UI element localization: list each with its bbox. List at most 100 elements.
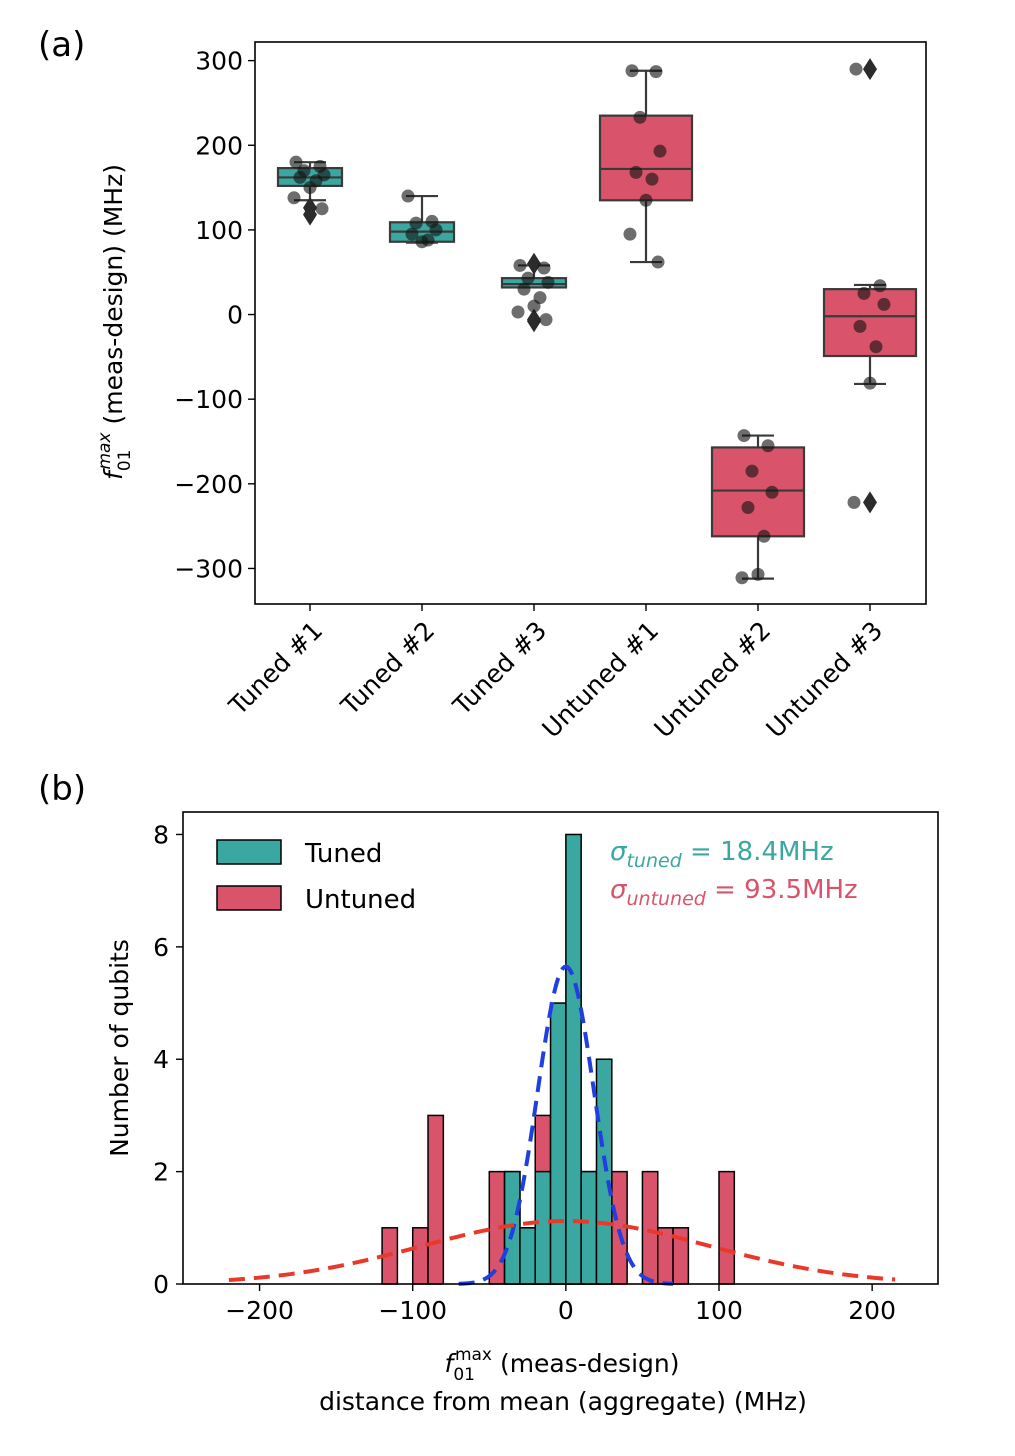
data-point — [869, 340, 883, 354]
outlier-marker — [303, 196, 317, 219]
data-point — [761, 439, 775, 453]
box-tuned-3 — [500, 252, 568, 333]
x-tick-label: Tuned #2 — [335, 616, 441, 722]
y-tick-label: 300 — [195, 47, 243, 76]
box-iqr — [710, 446, 806, 538]
x-tick-label: 200 — [848, 1296, 896, 1325]
legend-swatch-tuned — [216, 839, 282, 865]
panel-b-frame — [182, 811, 939, 1285]
data-point — [293, 170, 307, 184]
panel-b-label: (b) — [38, 769, 86, 809]
data-point — [877, 297, 891, 311]
y-tick-label: 100 — [195, 216, 243, 245]
data-point — [429, 223, 443, 237]
panel-a-y-axis-label: f01max (meas-design) (MHz) — [95, 164, 135, 480]
data-point — [649, 65, 663, 79]
sigma-untuned-annotation: σuntuned = 93.5MHz — [610, 875, 858, 910]
panel-b-x-axis-label: f01max (meas-design) — [445, 1345, 680, 1385]
y-tick-label: 2 — [153, 1158, 169, 1187]
outlier-marker — [863, 491, 877, 514]
panel-b-histogram: 0 2 4 6 8 −200 −100 0 100 200 Tuned Untuned σtun… — [105, 811, 939, 1416]
data-point — [737, 429, 751, 443]
y-tick-label: −300 — [174, 554, 243, 583]
sigma-tuned-annotation: σtuned = 18.4MHz — [610, 837, 834, 872]
panel-a-y-ticks: 300 200 100 0 −100 −200 −300 — [174, 47, 255, 583]
tuned-bar — [595, 1058, 613, 1285]
x-tick-label: Untuned #3 — [760, 616, 888, 744]
panel-b-x-ticks: −200 −100 0 100 200 — [225, 1284, 896, 1325]
data-point — [527, 299, 541, 313]
data-point — [645, 172, 659, 186]
box-tuned-1 — [276, 155, 344, 226]
data-point — [873, 279, 887, 293]
data-point — [745, 464, 759, 478]
tuned-bar — [549, 1002, 567, 1285]
data-point — [849, 62, 863, 76]
data-point — [847, 495, 861, 509]
x-tick-label: Tuned #3 — [447, 616, 553, 722]
legend-label-untuned: Untuned — [305, 885, 416, 915]
data-point — [639, 193, 653, 207]
data-point — [511, 305, 525, 319]
data-point — [409, 216, 423, 230]
outlier-marker — [527, 252, 541, 275]
data-point — [629, 165, 643, 179]
data-point — [633, 110, 647, 124]
untuned-fit — [228, 1219, 896, 1283]
data-point — [541, 275, 555, 289]
data-point — [513, 258, 527, 272]
tuned-fit — [458, 964, 674, 1286]
data-point — [537, 261, 551, 275]
x-tick-label: −100 — [378, 1296, 447, 1325]
outlier-marker — [527, 310, 541, 333]
panel-a-boxplot: 300 200 100 0 −100 −200 −300 Tuned #1 Tuned #2 T… — [95, 41, 927, 744]
y-tick-label: 0 — [227, 301, 243, 330]
gaussian-fits — [228, 964, 896, 1286]
tuned-histogram-bars — [503, 833, 613, 1285]
panel-b-x-axis-label-line2: distance from mean (aggregate) (MHz) — [319, 1387, 807, 1416]
x-tick-label: Untuned #1 — [536, 616, 664, 744]
y-tick-label: 0 — [153, 1270, 169, 1299]
data-point — [853, 319, 867, 333]
untuned-bar — [411, 1227, 429, 1285]
y-tick-label: 6 — [153, 933, 169, 962]
x-tick-label: 100 — [695, 1296, 743, 1325]
box-untuned-1 — [598, 64, 694, 269]
box-untuned-2 — [710, 429, 806, 585]
box-tuned-2 — [388, 189, 456, 249]
data-point — [765, 485, 779, 499]
data-point — [857, 286, 871, 300]
x-tick-label: −200 — [225, 1296, 294, 1325]
data-point — [757, 529, 771, 543]
x-tick-label: 0 — [558, 1296, 574, 1325]
data-point — [405, 227, 419, 241]
data-point — [741, 501, 755, 515]
box-untuned-3 — [822, 58, 918, 514]
legend: Tuned Untuned — [216, 839, 416, 915]
legend-label-tuned: Tuned — [304, 839, 382, 869]
data-point — [863, 376, 877, 390]
x-tick-label: Tuned #1 — [223, 616, 329, 722]
untuned-bar — [427, 1114, 445, 1285]
data-point — [287, 191, 301, 205]
y-tick-label: 200 — [195, 131, 243, 160]
untuned-bar — [656, 1227, 674, 1285]
panel-a-frame — [254, 41, 927, 605]
data-point — [517, 282, 531, 296]
data-point — [415, 235, 429, 249]
data-point — [539, 313, 553, 327]
tuned-bar — [565, 833, 582, 1285]
data-point — [653, 144, 667, 158]
box-iqr — [598, 114, 694, 202]
x-tick-label: Untuned #2 — [648, 616, 776, 744]
data-point — [401, 189, 415, 203]
panel-a-label: (a) — [38, 25, 85, 65]
data-point — [303, 181, 317, 195]
boxplot-boxes — [276, 58, 918, 585]
data-point — [651, 255, 665, 269]
untuned-bar — [641, 1170, 659, 1285]
panel-b-y-ticks: 0 2 4 6 8 — [153, 820, 183, 1299]
tuned-bar — [580, 1170, 598, 1285]
